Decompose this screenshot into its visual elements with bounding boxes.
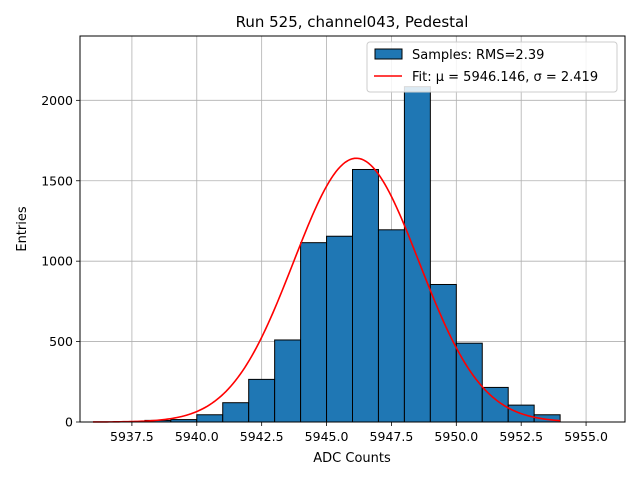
x-tick-label: 5942.5 <box>240 429 284 444</box>
histogram-bar <box>196 414 224 423</box>
x-tick-label: 5945.0 <box>305 429 349 444</box>
x-tick-label: 5937.5 <box>110 429 154 444</box>
y-tick-label: 0 <box>65 415 73 430</box>
histogram-bar <box>326 235 353 423</box>
legend-samples-swatch <box>374 48 403 60</box>
fit-curve <box>92 157 561 423</box>
histogram-bar <box>403 86 431 423</box>
chart-title: Run 525, channel043, Pedestal <box>236 13 469 31</box>
y-axis-ticks: 0 500 1000 1500 2000 <box>41 93 80 430</box>
x-tick-label: 5955.0 <box>564 429 608 444</box>
histogram-bar <box>429 283 457 423</box>
y-tick-label: 500 <box>49 334 73 349</box>
histogram-bar <box>377 229 405 423</box>
y-tick-label: 2000 <box>41 93 73 108</box>
histogram-bar <box>300 242 328 423</box>
histogram-bar <box>248 378 276 423</box>
x-tick-label: 5947.5 <box>370 429 414 444</box>
x-tick-label: 5940.0 <box>175 429 219 444</box>
legend: Samples: RMS=2.39 Fit: μ = 5946.146, σ =… <box>366 41 618 93</box>
x-tick-label: 5950.0 <box>434 429 478 444</box>
y-tick-label: 1500 <box>41 173 73 188</box>
x-tick-label: 5952.5 <box>499 429 543 444</box>
plot-frame <box>79 35 626 423</box>
y-tick-label: 1000 <box>41 254 73 269</box>
histogram-bar <box>274 339 302 423</box>
histogram-bar <box>222 402 250 423</box>
x-axis-ticks: 5937.5 5940.0 5942.5 5945.0 5947.5 5950.0 5952… <box>110 422 608 444</box>
histogram-bars <box>144 86 561 423</box>
histogram-bar <box>352 168 379 423</box>
x-axis-label: ADC Counts <box>313 451 391 466</box>
legend-box <box>366 41 618 93</box>
legend-fit-label: Fit: μ = 5946.146, σ = 2.419 <box>412 70 598 85</box>
y-axis-label: Entries <box>15 206 30 252</box>
legend-samples-label: Samples: RMS=2.39 <box>412 48 544 63</box>
